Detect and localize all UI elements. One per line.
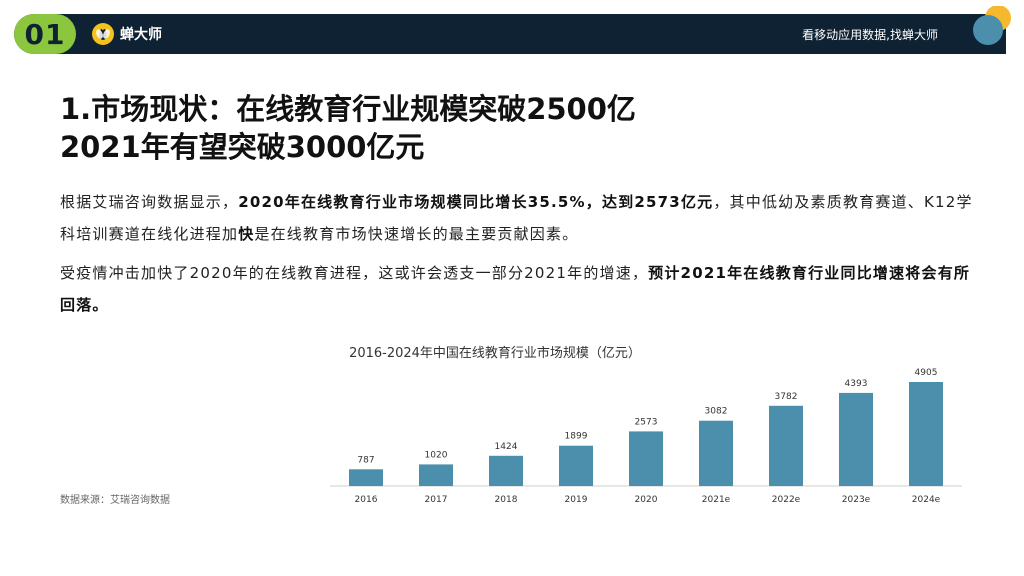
cicada-logo-icon	[92, 23, 114, 45]
decorative-corner-icon	[973, 6, 1011, 45]
x-tick-label-2019: 2019	[565, 495, 588, 505]
x-tick-label-2018: 2018	[495, 495, 518, 505]
logo-text: 蝉大师	[120, 27, 162, 43]
x-tick-label-2021e: 2021e	[702, 495, 731, 505]
p1-text-1: 根据艾瑞咨询数据显示，	[60, 193, 239, 211]
brand-logo[interactable]: 蝉大师	[92, 23, 162, 45]
x-tick-label-2020: 2020	[635, 495, 658, 505]
bar-2017	[419, 464, 453, 486]
bar-2019	[559, 445, 593, 486]
bar-chart: 787 2016 1020 2017 1424 2018 1899 2019 2573 2020 3…	[330, 368, 962, 505]
x-tick-label-2024e: 2024e	[912, 495, 941, 505]
x-tick-label-2023e: 2023e	[842, 495, 871, 505]
bar-2022e	[769, 405, 803, 486]
data-label-2024e: 4905	[915, 368, 938, 378]
data-label-2023e: 4393	[845, 379, 868, 389]
paragraph-2: 受疫情冲击加快了2020年的在线教育进程，这或许会透支一部分2021年的增速，预…	[60, 257, 980, 321]
title-line-1: 1.市场现状：在线教育行业规模突破2500亿	[60, 92, 636, 126]
bar-2024e	[909, 382, 943, 486]
data-label-2016: 787	[357, 455, 374, 465]
bar-2020	[629, 431, 663, 486]
p1-text-3: 是在线教育市场快速增长的最主要贡献因素。	[254, 225, 579, 243]
data-label-2019: 1899	[565, 432, 588, 442]
data-label-2022e: 3782	[775, 392, 798, 402]
bar-2018	[489, 455, 523, 486]
x-tick-label-2017: 2017	[425, 495, 448, 505]
paragraph-1: 根据艾瑞咨询数据显示，2020年在线教育行业市场规模同比增长35.5%，达到25…	[60, 186, 980, 250]
bar-2023e	[839, 392, 873, 486]
data-label-2021e: 3082	[705, 407, 728, 417]
p1-text-2: ，其中低幼及素质教育赛道、K12学科培训赛道在线化进程加	[60, 193, 973, 243]
header-bar	[14, 14, 1006, 54]
chart-title: 2016-2024年中国在线教育行业市场规模（亿元）	[349, 346, 641, 361]
bar-2021e	[699, 420, 733, 486]
data-label-2020: 2573	[635, 417, 658, 427]
bar-2016	[349, 469, 383, 486]
data-label-2018: 1424	[495, 442, 518, 452]
title-line-2: 2021年有望突破3000亿元	[60, 130, 425, 164]
p2-text-1: 受疫情冲击加快了2020年的在线教育进程，这或许会透支一部分2021年的增速，	[60, 264, 649, 282]
data-source: 数据来源：艾瑞咨询数据	[60, 495, 170, 506]
x-tick-label-2022e: 2022e	[772, 495, 801, 505]
p1-bold-2: 快	[238, 225, 255, 243]
page-title: 1.市场现状：在线教育行业规模突破2500亿 2021年有望突破3000亿元	[60, 90, 960, 166]
x-tick-label-2016: 2016	[355, 495, 378, 505]
section-number-badge: 01	[14, 14, 76, 54]
section-number: 01	[24, 17, 66, 51]
data-label-2017: 1020	[425, 450, 448, 460]
header-slogan: 看移动应用数据,找蝉大师	[802, 28, 938, 42]
p1-bold-1: 2020年在线教育行业市场规模同比增长35.5%，达到2573亿元	[238, 193, 714, 211]
p2-bold-1: 预计2021年在线教育行业同比增速将会有所回落。	[60, 264, 971, 314]
